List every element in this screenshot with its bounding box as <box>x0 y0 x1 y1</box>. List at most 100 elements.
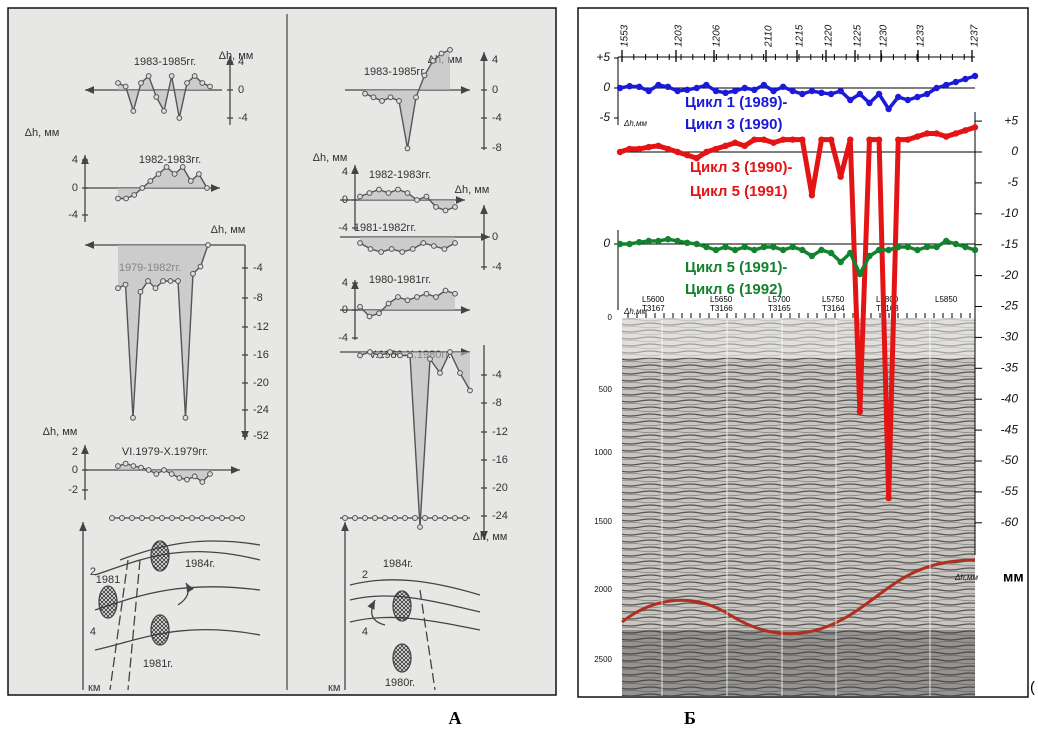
tick-label: -10 <box>1001 206 1019 220</box>
series-point <box>731 139 739 146</box>
tick-label: -20 <box>1001 268 1019 282</box>
tick-label: -25 <box>1001 299 1019 313</box>
benchmark <box>199 515 205 521</box>
line-label: L5650 <box>710 295 733 304</box>
profile-point <box>385 190 392 196</box>
profile-title: 1983-1985гг. <box>134 56 196 68</box>
profile-point <box>137 288 144 295</box>
series-point <box>645 143 652 151</box>
profile-point <box>204 185 210 191</box>
well-label: 1206 <box>712 24 723 47</box>
profile-point <box>433 294 439 300</box>
series-point <box>703 148 710 156</box>
series-point <box>971 124 979 131</box>
line-label: L5700 <box>768 295 791 304</box>
series-point <box>770 243 777 251</box>
series-point <box>866 136 873 143</box>
benchmark <box>109 515 115 521</box>
tick-label: -5 <box>1007 175 1018 189</box>
tick-label: -2 <box>68 484 78 496</box>
profile-point <box>207 471 213 477</box>
profile-point <box>442 287 449 294</box>
tick-label: 0 <box>492 231 498 243</box>
tick-label: -4 <box>338 222 348 234</box>
tick-label: -8 <box>492 142 502 154</box>
series-point <box>789 87 796 95</box>
series-point <box>779 83 787 91</box>
profile-point <box>414 294 420 300</box>
benchmark <box>119 515 125 521</box>
axis-label: Δh, мм <box>313 152 348 164</box>
series-point <box>626 240 633 248</box>
series-point <box>914 93 921 101</box>
profile-title: 1980-1981гг. <box>369 274 431 286</box>
axis-label: Δh, мм <box>25 127 60 139</box>
profile-point <box>447 46 453 53</box>
profile-point <box>417 524 423 530</box>
series-point <box>943 81 950 89</box>
tick-label: +5 <box>1004 113 1018 127</box>
tick-label: -35 <box>1001 360 1019 374</box>
series-point <box>616 148 624 156</box>
profile-point <box>396 98 402 104</box>
series-label: Цикл 3 (1990)- <box>690 159 792 176</box>
benchmark <box>352 515 358 521</box>
tick-label: -4 <box>492 261 502 273</box>
series-point <box>693 240 700 248</box>
benchmark <box>239 515 245 521</box>
profile-point <box>467 387 473 394</box>
depth-label: 4 <box>90 626 96 638</box>
profile-point <box>399 249 406 255</box>
series-point <box>943 133 950 140</box>
tick-label: 4 <box>238 56 244 68</box>
series-point <box>962 127 969 134</box>
series-point <box>875 136 883 143</box>
series-point <box>952 130 960 137</box>
tick-label: -30 <box>1001 330 1019 344</box>
profile-point <box>387 349 393 355</box>
profile-point <box>184 476 190 483</box>
profile-point <box>139 185 146 191</box>
profile-point <box>199 80 206 86</box>
profile-point <box>442 207 449 214</box>
series-point <box>693 84 700 92</box>
well-label: 1553 <box>620 24 631 47</box>
profile-point <box>191 473 198 480</box>
well-label: 1203 <box>674 24 685 47</box>
profile-fill <box>360 237 455 252</box>
series-point <box>808 87 816 95</box>
series-point <box>712 246 720 254</box>
profile-point <box>171 171 178 177</box>
profile-point <box>163 164 170 170</box>
well-lines <box>661 320 931 696</box>
year-label: 1981 <box>96 574 120 586</box>
benchmark <box>452 515 458 521</box>
profile-point <box>147 178 154 184</box>
profile-point <box>385 300 392 307</box>
benchmark <box>189 515 195 521</box>
benchmark <box>159 515 165 521</box>
profile-point <box>122 83 129 90</box>
series-point <box>731 87 739 95</box>
profile-point <box>414 197 420 203</box>
profile-point <box>145 73 152 79</box>
series-point <box>914 133 921 140</box>
series-point <box>895 136 902 143</box>
series-point <box>952 78 960 86</box>
profile-point <box>441 246 448 252</box>
series-point <box>751 136 758 143</box>
profile-fill <box>360 290 455 317</box>
profile-point <box>447 349 453 355</box>
benchmark <box>422 515 428 521</box>
well-label: 1225 <box>853 24 864 47</box>
horizon <box>621 558 976 636</box>
axis-label: Δh,мм <box>623 307 648 316</box>
tick-label: -15 <box>1001 237 1019 251</box>
profile-point <box>457 370 463 376</box>
profile-point <box>130 108 137 114</box>
series-point <box>760 81 768 89</box>
year-label: 1984г. <box>185 558 215 570</box>
series-point <box>875 246 883 254</box>
series-point <box>837 87 844 95</box>
year-label: 1984г. <box>383 558 413 570</box>
